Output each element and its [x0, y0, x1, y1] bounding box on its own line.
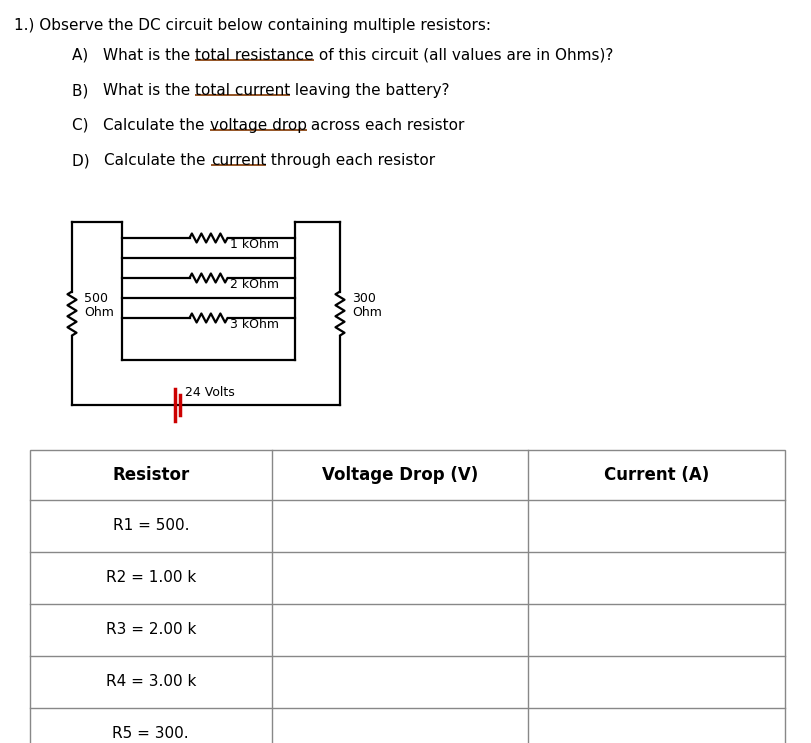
Text: Resistor: Resistor [112, 466, 190, 484]
Text: total current: total current [195, 83, 290, 98]
Text: 500: 500 [84, 293, 108, 305]
Text: 2 kOhm: 2 kOhm [230, 277, 280, 291]
Text: leaving the battery?: leaving the battery? [290, 83, 450, 98]
Text: D): D) [72, 153, 105, 168]
Bar [30, 450, 785, 743]
Text: voltage drop: voltage drop [209, 118, 307, 133]
Text: C): C) [72, 118, 103, 133]
Text: through each resistor: through each resistor [266, 153, 436, 168]
Text: of this circuit (all values are in Ohms)?: of this circuit (all values are in Ohms)… [314, 48, 613, 63]
Text: B): B) [72, 83, 103, 98]
Text: R3 = 2.00 k: R3 = 2.00 k [105, 623, 196, 637]
Text: 24 Volts: 24 Volts [185, 386, 234, 400]
Text: R2 = 1.00 k: R2 = 1.00 k [105, 571, 196, 585]
Text: Ohm: Ohm [84, 307, 114, 319]
Text: 1 kOhm: 1 kOhm [230, 238, 280, 250]
Text: A): A) [72, 48, 103, 63]
Text: 1.) Observe the DC circuit below containing multiple resistors:: 1.) Observe the DC circuit below contain… [14, 18, 491, 33]
Text: R4 = 3.00 k: R4 = 3.00 k [105, 675, 196, 690]
Text: across each resistor: across each resistor [307, 118, 465, 133]
Text: Voltage Drop (V): Voltage Drop (V) [322, 466, 478, 484]
Text: 300: 300 [352, 293, 375, 305]
Text: current: current [211, 153, 266, 168]
Text: Calculate the: Calculate the [103, 118, 209, 133]
Text: R1 = 500.: R1 = 500. [113, 519, 189, 533]
Text: What is the: What is the [103, 83, 195, 98]
Text: Calculate the: Calculate the [105, 153, 211, 168]
Text: 3 kOhm: 3 kOhm [230, 317, 280, 331]
Text: R5 = 300.: R5 = 300. [113, 727, 189, 742]
Text: Current (A): Current (A) [604, 466, 710, 484]
Text: Ohm: Ohm [352, 307, 382, 319]
Text: What is the: What is the [103, 48, 195, 63]
Text: total resistance: total resistance [195, 48, 314, 63]
